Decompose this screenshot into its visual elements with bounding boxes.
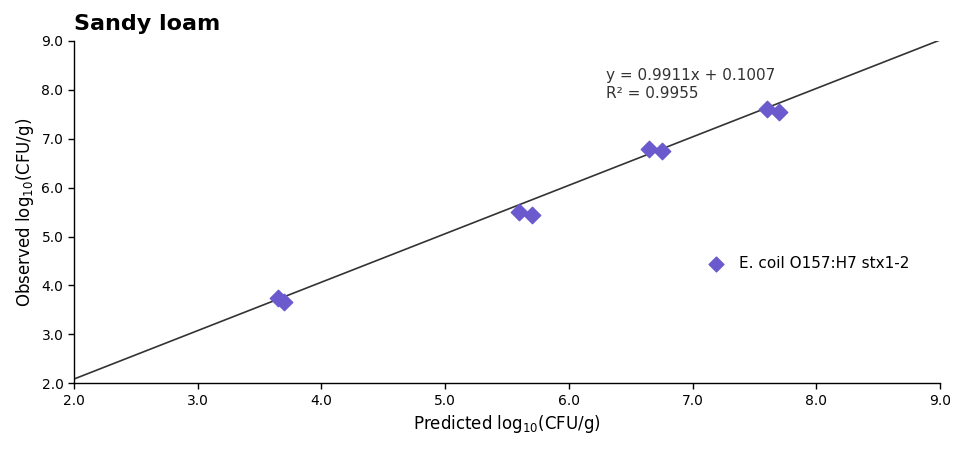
- X-axis label: Predicted log$_{10}$(CFU/g): Predicted log$_{10}$(CFU/g): [413, 413, 601, 435]
- Y-axis label: Observed log$_{10}$(CFU/g): Observed log$_{10}$(CFU/g): [14, 118, 36, 307]
- E. coil O157:H7 stx1-2: [759, 106, 775, 113]
- E. coil O157:H7 stx1-2: [771, 108, 786, 115]
- Legend: E. coil O157:H7 stx1-2: E. coil O157:H7 stx1-2: [695, 250, 915, 277]
- E. coil O157:H7 stx1-2: [270, 294, 286, 301]
- E. coil O157:H7 stx1-2: [277, 299, 292, 306]
- E. coil O157:H7 stx1-2: [642, 145, 657, 152]
- Text: y = 0.9911x + 0.1007: y = 0.9911x + 0.1007: [606, 68, 775, 83]
- E. coil O157:H7 stx1-2: [654, 147, 670, 154]
- Text: R² = 0.9955: R² = 0.9955: [606, 87, 699, 101]
- Text: Sandy loam: Sandy loam: [74, 14, 220, 34]
- E. coil O157:H7 stx1-2: [524, 211, 539, 218]
- E. coil O157:H7 stx1-2: [511, 208, 527, 216]
